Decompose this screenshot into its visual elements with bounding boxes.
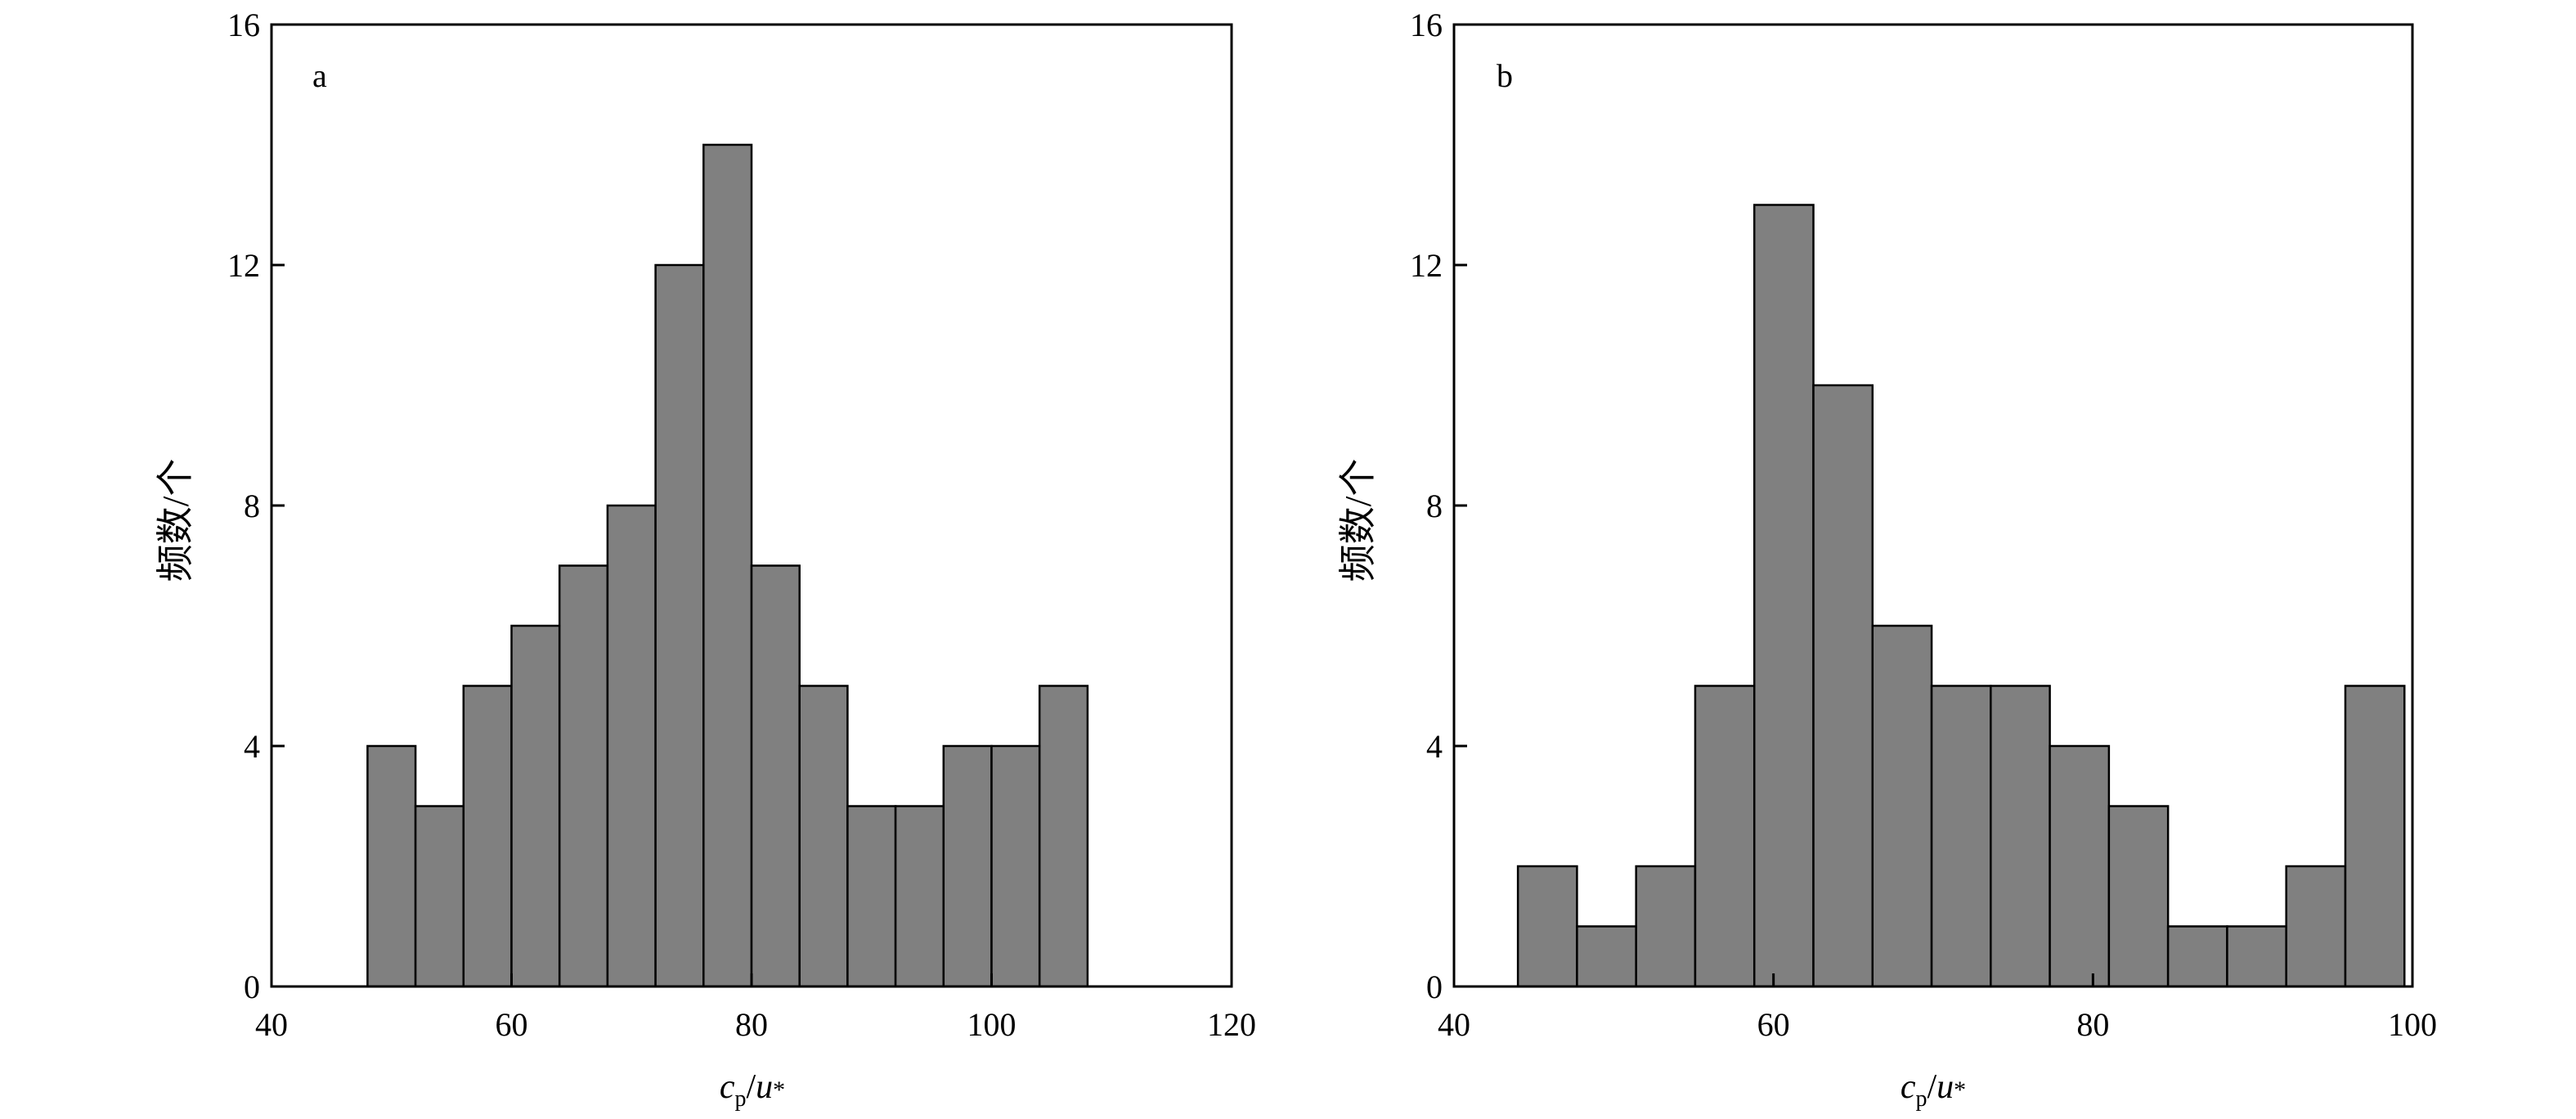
y-tick-label-b-12: 12	[1410, 247, 1443, 284]
y-tick-label-a-4: 4	[244, 728, 260, 765]
histogram-panel-a: a 频数/个 cp/u* 40 60 80 100 120 0 4 8 12 16	[155, 7, 1256, 1112]
histogram-bar-a-6	[606, 504, 657, 988]
histogram-bar-a-3	[462, 685, 513, 988]
histogram-bar-a-15	[1038, 685, 1089, 988]
panel-label-b: b	[1497, 57, 1513, 94]
histogram-bar-b-5	[1752, 204, 1815, 988]
histogram-bar-a-12	[894, 805, 945, 988]
y-tick-label-a-8: 8	[244, 488, 260, 524]
histogram-bar-a-13	[942, 744, 993, 988]
histogram-bar-b-1	[1516, 865, 1578, 988]
histogram-bar-b-9	[1990, 685, 2051, 988]
histogram-panel-b: b 频数/个 cp/u* 40 60 80 100 0 4 8 12 16	[1337, 7, 2437, 1112]
histogram-bar-b-14	[2285, 865, 2347, 988]
histogram-bar-a-2	[414, 805, 465, 988]
panel-label-a: a	[312, 57, 327, 94]
y-axis-label-a: 频数/个	[155, 459, 196, 582]
y-tick-label-b-0: 0	[1426, 968, 1443, 1005]
histogram-bar-b-10	[2049, 744, 2111, 988]
histogram-bar-b-12	[2166, 925, 2228, 988]
y-tick-label-a-12: 12	[227, 247, 260, 284]
histogram-bar-a-14	[990, 744, 1041, 988]
x-axis-label-b: cp/u*	[1901, 1068, 1966, 1112]
histogram-bar-a-8	[702, 143, 753, 988]
histogram-bar-a-1	[366, 744, 417, 988]
histogram-bar-b-7	[1871, 624, 1933, 988]
histogram-bar-a-11	[846, 805, 897, 988]
histogram-bar-b-2	[1576, 925, 1637, 988]
histogram-bar-b-4	[1694, 685, 1756, 988]
histogram-bar-a-10	[798, 685, 849, 988]
y-tick-label-a-0: 0	[244, 968, 260, 1005]
x-tick-label-b-40: 40	[1438, 1006, 1470, 1043]
histogram-bar-b-11	[2107, 805, 2170, 988]
histogram-bar-a-4	[510, 624, 561, 988]
x-tick-label-a-120: 120	[1207, 1006, 1256, 1043]
x-tick-label-b-60: 60	[1757, 1006, 1790, 1043]
y-tick-label-a-16: 16	[227, 7, 260, 43]
x-axis-label-a: cp/u*	[720, 1068, 785, 1112]
histogram-bar-a-5	[558, 564, 609, 988]
x-tick-label-a-60: 60	[496, 1006, 528, 1043]
x-tick-label-a-80: 80	[735, 1006, 768, 1043]
x-tick-label-a-40: 40	[255, 1006, 288, 1043]
histogram-bar-b-6	[1812, 384, 1874, 988]
x-tick-label-a-100: 100	[967, 1006, 1016, 1043]
histogram-bar-b-13	[2226, 925, 2287, 988]
y-tick-label-b-8: 8	[1426, 488, 1443, 524]
histogram-bar-b-8	[1930, 685, 1992, 988]
histogram-bar-a-7	[654, 263, 705, 988]
histogram-bar-b-15	[2344, 685, 2406, 988]
x-tick-label-b-80: 80	[2076, 1006, 2109, 1043]
y-tick-label-b-4: 4	[1426, 728, 1443, 765]
x-tick-label-b-100: 100	[2388, 1006, 2437, 1043]
y-tick-label-b-16: 16	[1410, 7, 1443, 43]
y-axis-label-b: 频数/个	[1337, 459, 1379, 582]
histogram-bar-b-3	[1635, 865, 1697, 988]
histogram-bar-a-9	[750, 564, 801, 988]
